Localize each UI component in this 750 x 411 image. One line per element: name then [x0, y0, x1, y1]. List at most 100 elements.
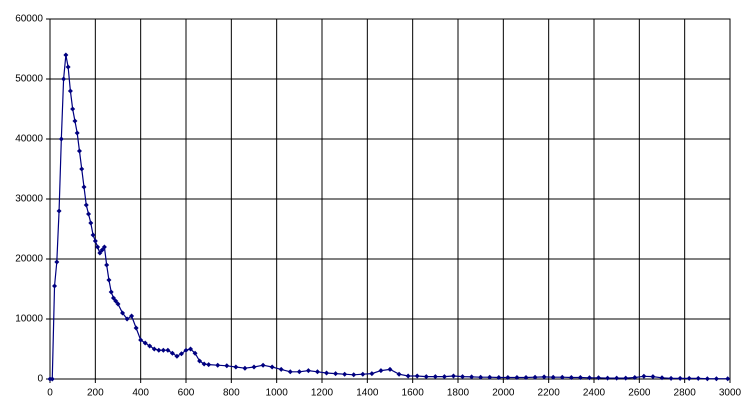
data-point	[432, 374, 438, 380]
x-tick-label: 2800	[674, 388, 697, 399]
data-point	[63, 52, 69, 58]
data-point	[165, 347, 171, 353]
data-point	[632, 375, 638, 380]
data-point	[450, 373, 456, 379]
data-point	[183, 347, 189, 353]
x-tick-label: 600	[178, 388, 195, 399]
data-point	[110, 295, 116, 301]
data-point	[423, 374, 429, 380]
data-point	[704, 376, 710, 382]
data-point	[120, 310, 126, 316]
data-point	[65, 64, 71, 70]
data-point	[605, 375, 611, 381]
x-tick-label: 0	[47, 388, 53, 399]
data-point	[81, 184, 87, 190]
data-point	[478, 374, 484, 380]
data-point	[342, 371, 348, 377]
data-point	[74, 130, 80, 136]
data-point	[532, 374, 538, 380]
y-tick-label: 10000	[15, 314, 43, 325]
data-point	[441, 374, 447, 380]
data-point	[305, 368, 311, 374]
data-point	[197, 358, 203, 364]
data-point	[108, 289, 114, 295]
x-tick-label: 2200	[538, 388, 561, 399]
y-tick-label: 60000	[15, 14, 43, 25]
data-point	[70, 106, 76, 112]
data-point	[496, 375, 502, 380]
data-point	[514, 375, 520, 380]
data-point	[596, 375, 602, 381]
y-tick-label: 30000	[15, 194, 43, 205]
data-point	[469, 374, 475, 380]
data-point	[99, 247, 105, 253]
data-point	[677, 375, 683, 381]
data-point	[86, 211, 92, 217]
data-point	[233, 364, 239, 370]
data-point	[201, 361, 207, 367]
x-tick-label: 1000	[266, 388, 289, 399]
data-point	[178, 351, 184, 357]
x-tick-label: 1800	[447, 388, 470, 399]
data-point	[113, 298, 119, 304]
x-tick-label: 2600	[628, 388, 651, 399]
x-tick-label: 2400	[583, 388, 606, 399]
data-point	[360, 371, 366, 377]
x-tick-label: 1200	[311, 388, 334, 399]
data-point	[88, 220, 94, 226]
data-point	[129, 313, 135, 319]
data-point	[97, 250, 103, 256]
data-point	[142, 340, 148, 346]
data-point	[725, 376, 731, 382]
data-point	[686, 375, 692, 381]
data-point	[174, 353, 180, 359]
data-point	[49, 376, 55, 382]
data-point	[101, 244, 107, 250]
data-point	[92, 238, 98, 244]
data-point	[192, 350, 198, 356]
data-point	[623, 375, 629, 381]
x-tick-label: 1400	[356, 388, 379, 399]
data-point	[79, 166, 85, 172]
data-point	[668, 375, 674, 381]
data-point	[577, 375, 583, 380]
data-point	[505, 375, 511, 380]
data-point	[83, 202, 89, 208]
y-tick-label: 0	[37, 374, 43, 385]
y-tick-label: 40000	[15, 134, 43, 145]
data-point	[487, 374, 493, 380]
data-point	[90, 232, 96, 238]
data-point	[541, 374, 547, 380]
data-point	[188, 346, 194, 352]
x-tick-label: 3000	[719, 388, 742, 399]
data-point	[215, 362, 221, 368]
data-point	[713, 376, 719, 382]
data-point	[333, 371, 339, 377]
data-point	[659, 375, 665, 381]
data-point	[369, 371, 375, 377]
data-point	[76, 148, 82, 154]
data-point	[387, 366, 393, 372]
x-tick-label: 800	[223, 388, 240, 399]
data-point	[568, 375, 574, 380]
data-point	[695, 375, 701, 381]
data-point	[56, 208, 62, 214]
data-point	[324, 370, 330, 376]
data-point	[138, 337, 144, 343]
data-point	[460, 374, 466, 380]
data-point	[405, 373, 411, 379]
data-point	[641, 373, 647, 379]
data-point	[104, 262, 110, 268]
data-point	[61, 76, 67, 82]
x-tick-label: 200	[87, 388, 104, 399]
data-point	[133, 325, 139, 331]
data-point	[106, 277, 112, 283]
data-point	[242, 365, 248, 371]
data-point	[523, 375, 529, 380]
data-point	[72, 118, 78, 124]
data-point	[650, 374, 656, 380]
data-point	[224, 363, 230, 369]
data-point	[52, 283, 58, 289]
y-tick-label: 50000	[15, 74, 43, 85]
